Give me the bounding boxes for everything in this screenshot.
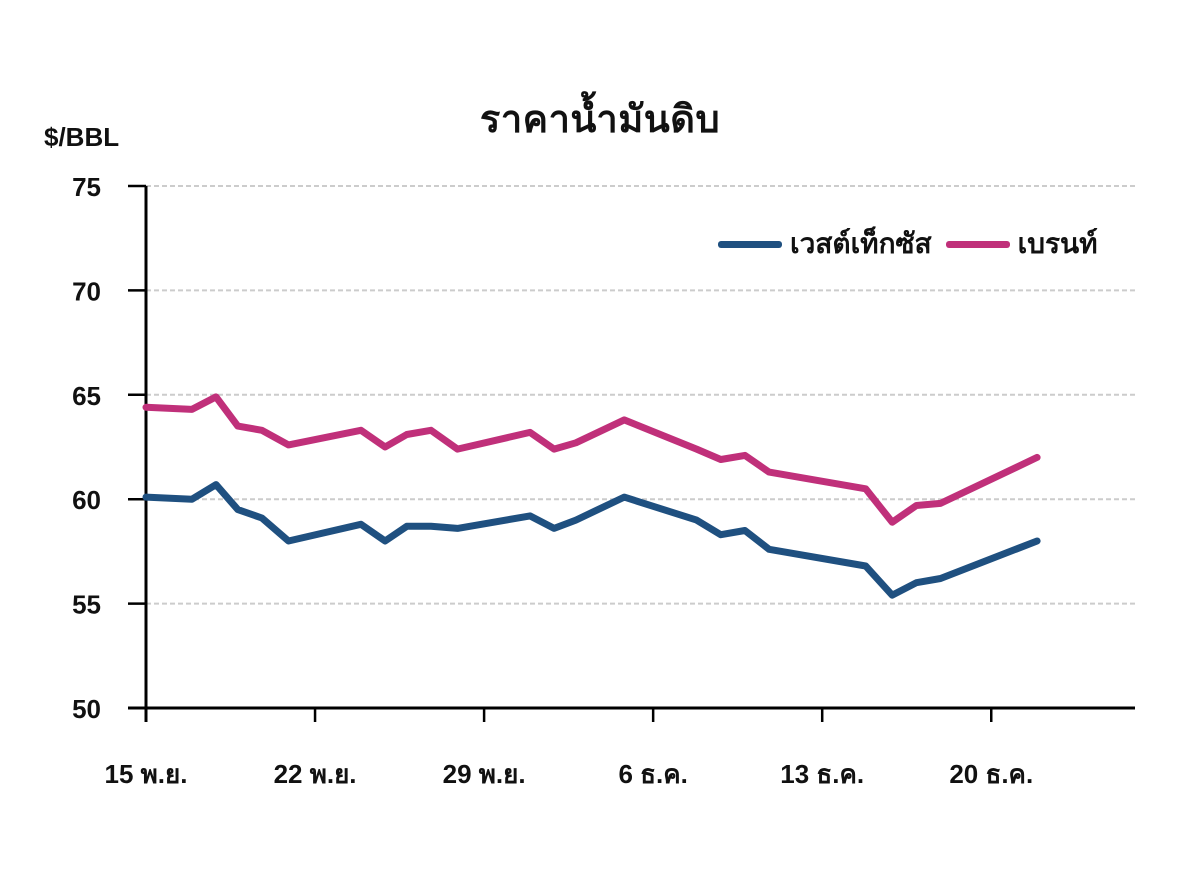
y-tick-label: 60 bbox=[72, 485, 101, 515]
axes bbox=[128, 186, 1135, 722]
y-tick-label: 55 bbox=[72, 590, 101, 620]
legend: เวสต์เท็กซัส เบรนท์ bbox=[718, 222, 1112, 266]
y-tick-label: 50 bbox=[72, 694, 101, 724]
x-tick-label: 20 ธ.ค. bbox=[949, 759, 1033, 789]
legend-label-brent: เบรนท์ bbox=[1017, 228, 1098, 259]
data-lines bbox=[142, 393, 1041, 599]
x-axis-ticks: 15 พ.ย. 22 พ.ย. 29 พ.ย. 6 ธ.ค. 13 ธ.ค. 20 ธ.ค… bbox=[105, 708, 1033, 789]
legend-swatch-brent-icon bbox=[945, 240, 1010, 248]
gridlines bbox=[146, 185, 1135, 605]
y-tick-label: 65 bbox=[72, 381, 101, 411]
x-tick-label: 15 พ.ย. bbox=[105, 759, 188, 789]
y-axis-ticks: 50 55 60 65 70 75 bbox=[72, 172, 146, 724]
x-tick-label: 22 พ.ย. bbox=[274, 759, 357, 789]
legend-swatch-wti-icon bbox=[718, 240, 782, 248]
legend-item-wti: เวสต์เท็กซัส bbox=[718, 222, 932, 266]
x-tick-label: 6 ธ.ค. bbox=[618, 759, 687, 789]
x-tick-label: 29 พ.ย. bbox=[443, 759, 526, 789]
brent-series-line bbox=[142, 393, 1041, 526]
chart-title: ราคาน้ำมันดิบ bbox=[479, 99, 721, 141]
legend-label-wti: เวสต์เท็กซัส bbox=[790, 228, 932, 259]
legend-item-brent: เบรนท์ bbox=[945, 222, 1098, 266]
y-axis-label: $/BBL bbox=[44, 122, 120, 152]
y-tick-label: 70 bbox=[72, 276, 101, 306]
y-tick-label: 75 bbox=[72, 172, 101, 202]
x-tick-label: 13 ธ.ค. bbox=[780, 759, 864, 789]
wti-series-line bbox=[142, 481, 1041, 599]
